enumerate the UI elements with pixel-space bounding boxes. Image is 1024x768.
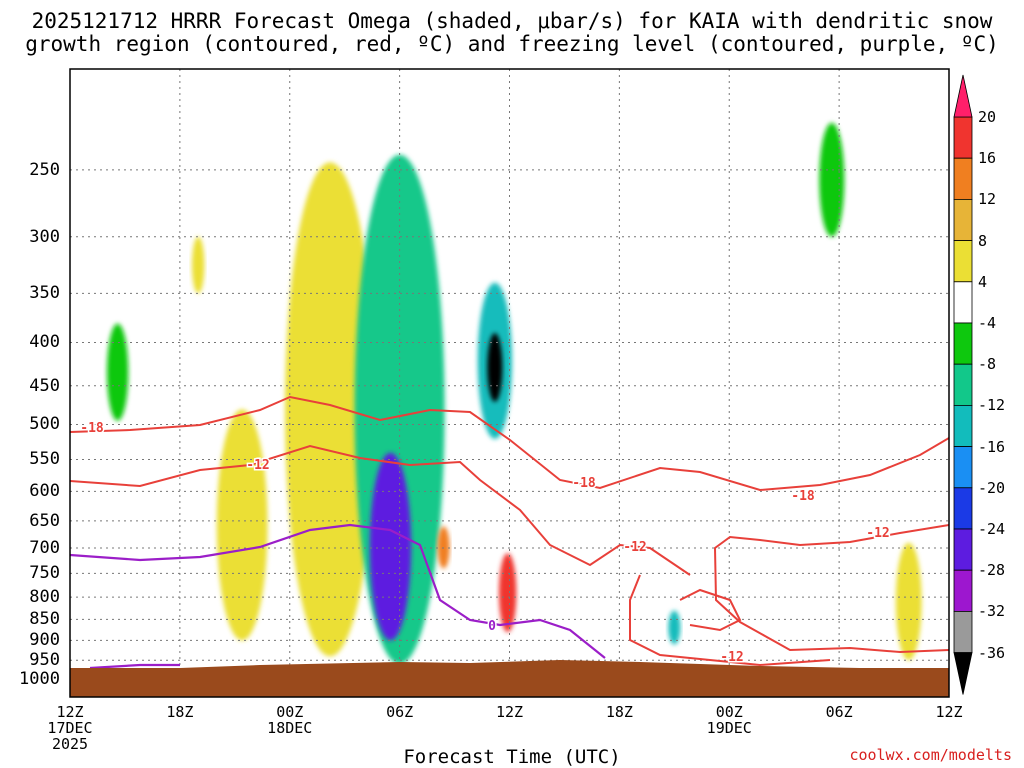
y-tick-label: 300: [29, 226, 60, 247]
terrain-surface: [70, 660, 949, 697]
y-tick-label: 450: [29, 375, 60, 396]
y-tick-label: 850: [29, 609, 60, 630]
contour-label: -12: [623, 540, 646, 555]
omega-region: [437, 526, 450, 569]
omega-region: [369, 452, 412, 641]
x-tick-label: 18Z: [166, 703, 194, 721]
y-tick-label: 500: [29, 414, 60, 435]
x-tick-label: 00Z 19DEC: [706, 703, 752, 737]
colorbar-label: -24: [978, 520, 1006, 538]
colorbar-label: 8: [978, 231, 988, 250]
contour-label: -12: [866, 526, 889, 541]
chart-title-line1: 2025121712 HRRR Forecast Omega (shaded, …: [31, 9, 993, 33]
colorbar-swatch: [953, 116, 973, 159]
plot-frame: [69, 68, 950, 698]
colorbar-top-arrow: [953, 74, 973, 118]
colorbar-label: -8: [978, 355, 997, 374]
colorbar-label: -36: [978, 643, 1006, 662]
x-tick-label: 12Z: [935, 703, 963, 721]
omega-region: [106, 323, 129, 421]
freezing-level-contour: [70, 523, 606, 659]
colorbar-swatch: [953, 240, 973, 283]
x-tick-label: 06Z: [386, 703, 414, 721]
y-tick-label: 650: [29, 510, 60, 531]
omega-region: [487, 333, 503, 402]
y-tick-label: 1000: [19, 669, 60, 690]
dendritic-contour: [70, 444, 691, 576]
colorbar-bottom-arrow: [953, 652, 973, 695]
freezing-level-contour: [89, 663, 180, 670]
colorbar-label: -16: [978, 437, 1006, 456]
y-tick-label: 550: [29, 449, 60, 470]
omega-region: [819, 122, 845, 237]
y-tick-label: 900: [29, 630, 60, 651]
contour-label: -18: [572, 476, 596, 491]
y-tick-label: 350: [29, 283, 60, 304]
colorbar-label: 12: [978, 190, 997, 209]
omega-shading: [106, 122, 922, 665]
colorbar-swatch: [953, 322, 973, 365]
y-tick-label: 600: [29, 481, 60, 502]
y-tick-label: 250: [29, 159, 60, 180]
colorbar-swatch: [953, 446, 973, 489]
colorbar-label: -32: [978, 602, 1006, 621]
y-tick-label: 950: [29, 650, 60, 671]
x-tick-label: 06Z: [825, 703, 853, 721]
x-tick-label: 12Z 17DEC 2025: [47, 703, 93, 753]
contour-label: -12: [246, 458, 269, 473]
x-tick-label: 18Z: [605, 703, 633, 721]
colorbar-label: -12: [978, 396, 1006, 415]
x-axis-title: Forecast Time (UTC): [403, 746, 621, 768]
contour-label: -18: [791, 489, 815, 504]
omega-region: [216, 409, 268, 641]
colorbar-swatch: [953, 404, 973, 447]
colorbar-swatch: [953, 363, 973, 406]
omega-region: [191, 236, 205, 294]
colorbar-label: 4: [978, 272, 988, 291]
colorbar-label: -28: [978, 561, 1006, 580]
omega-region: [285, 162, 376, 657]
colorbar-label: 20: [978, 108, 997, 126]
y-tick-label: 700: [29, 538, 60, 559]
colorbar-swatch: [953, 611, 973, 654]
freezing-label: 0: [488, 619, 496, 634]
contour-label: -12: [720, 650, 743, 665]
chart-title-line2: growth region (contoured, red, ºC) and f…: [25, 32, 999, 56]
colorbar-swatch: [953, 569, 973, 612]
colorbar-label: -4: [978, 314, 997, 332]
x-tick-label: 00Z 18DEC: [267, 703, 313, 737]
omega-region: [895, 542, 922, 661]
credit-text: coolwx.com/modelts: [849, 746, 1012, 764]
colorbar-swatch: [953, 198, 973, 241]
colorbar: [953, 74, 973, 695]
colorbar-swatch: [953, 528, 973, 571]
colorbar-label: -20: [978, 478, 1006, 497]
dendritic-contour: [70, 395, 949, 492]
colorbar-label: 16: [978, 149, 997, 168]
y-tick-label: 750: [29, 563, 60, 584]
dendritic-contour: [679, 588, 742, 632]
colorbar-swatch: [953, 157, 973, 200]
x-tick-label: 12Z: [495, 703, 524, 721]
colorbar-swatch: [953, 487, 973, 530]
dendritic-contour: [629, 574, 831, 667]
colorbar-swatch: [953, 281, 973, 324]
y-tick-label: 400: [29, 332, 60, 353]
y-tick-label: 800: [29, 587, 60, 608]
contour-lines: -18 -12 -18 -18 -12 -12 -12 0: [70, 395, 949, 670]
dendritic-contour: [713, 524, 949, 654]
contour-label: -18: [80, 421, 104, 436]
omega-region: [498, 553, 517, 633]
omega-region: [668, 610, 681, 645]
